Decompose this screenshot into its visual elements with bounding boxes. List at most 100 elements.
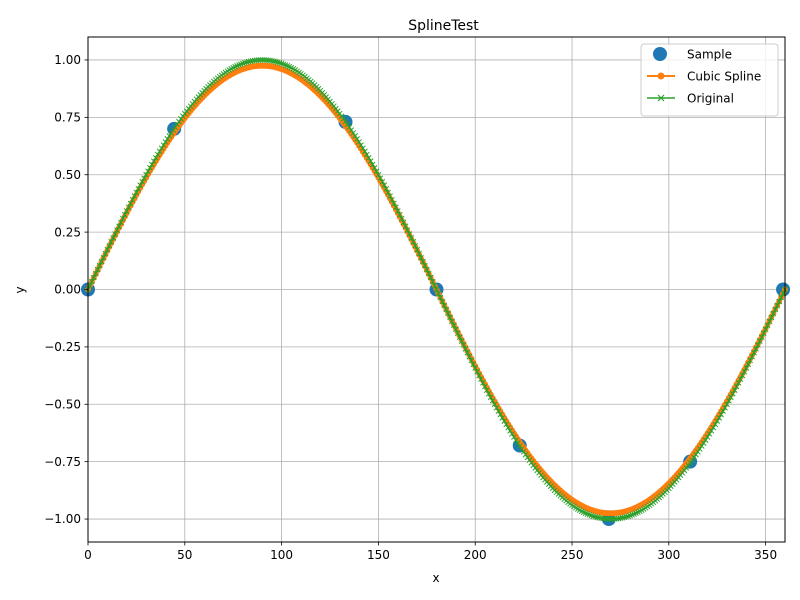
original-marker <box>460 342 467 348</box>
original-marker <box>346 124 353 131</box>
original-marker <box>274 59 281 66</box>
original-marker <box>689 457 695 463</box>
original-marker <box>135 186 142 192</box>
y-tick-label: 0.75 <box>54 111 81 125</box>
x-tick-label: 350 <box>754 548 777 562</box>
original-marker <box>100 254 107 261</box>
original-marker <box>112 231 118 237</box>
original-marker <box>625 513 632 520</box>
ticks: 0 50 100 150 200 250 300 350 −1.00 −0.75 −0.50 −0.2… <box>44 53 777 562</box>
x-tick-label: 50 <box>177 548 192 562</box>
original-marker <box>449 318 455 325</box>
original-marker <box>356 139 362 145</box>
original-marker <box>476 372 482 379</box>
original-marker <box>509 431 515 437</box>
original-marker <box>485 390 492 397</box>
original-marker <box>691 454 697 461</box>
original-marker <box>443 306 450 313</box>
original-marker <box>513 437 519 443</box>
original-marker <box>482 383 488 390</box>
original-marker <box>92 270 99 277</box>
original-marker <box>429 278 436 285</box>
original-marker <box>623 513 630 520</box>
original-marker <box>379 178 386 185</box>
original-marker <box>431 282 438 289</box>
original-marker <box>423 266 430 273</box>
original-marker <box>422 262 428 269</box>
legend-label: Sample <box>687 48 732 62</box>
y-tick-label: −1.00 <box>44 512 81 526</box>
original-marker <box>733 383 740 390</box>
original-marker <box>439 298 446 305</box>
x-tick-label: 100 <box>270 548 293 562</box>
original-marker <box>462 346 469 352</box>
original-marker <box>483 387 490 393</box>
original-marker <box>687 459 693 466</box>
original-marker <box>166 133 173 139</box>
original-marker <box>392 204 399 211</box>
x-tick-label: 300 <box>657 548 680 562</box>
original-marker <box>756 338 763 344</box>
original-marker <box>114 227 120 233</box>
original-marker <box>371 165 378 171</box>
original-marker <box>350 130 357 136</box>
original-marker <box>110 235 117 241</box>
original-marker <box>354 136 360 142</box>
original-marker <box>129 196 136 203</box>
original-marker <box>695 448 701 455</box>
original-marker <box>116 223 122 230</box>
original-marker <box>503 421 510 428</box>
original-marker <box>363 151 370 158</box>
original-marker <box>700 440 707 446</box>
original-marker <box>526 457 533 463</box>
original-marker <box>710 424 717 431</box>
original-marker <box>729 390 736 397</box>
original-marker <box>499 415 506 421</box>
original-marker <box>741 368 748 375</box>
legend: Sample Cubic Spline Original <box>640 43 779 117</box>
original-marker <box>365 154 372 161</box>
original-marker <box>747 357 754 364</box>
original-marker <box>150 158 157 164</box>
original-marker <box>168 130 175 136</box>
original-marker <box>453 326 459 333</box>
original-marker <box>464 349 471 356</box>
original-marker <box>348 127 355 133</box>
original-marker <box>418 254 424 261</box>
original-marker <box>776 298 783 305</box>
x-axis-label: x <box>432 571 439 585</box>
x-tick-label: 200 <box>464 548 487 562</box>
original-marker <box>768 314 775 321</box>
original-marker <box>470 361 477 368</box>
original-marker <box>445 310 451 317</box>
legend-original-marker <box>657 94 665 102</box>
original-marker <box>121 211 128 218</box>
original-marker <box>162 139 169 145</box>
original-marker <box>735 380 742 386</box>
original-marker <box>489 397 496 404</box>
original-marker <box>491 401 498 408</box>
original-marker <box>137 182 144 189</box>
original-marker <box>123 208 130 214</box>
y-tick-label: −0.50 <box>44 397 81 411</box>
x-tick-label: 250 <box>561 548 584 562</box>
original-marker <box>749 353 755 360</box>
original-marker <box>468 357 475 364</box>
original-marker <box>402 223 409 230</box>
original-marker <box>722 404 728 411</box>
original-marker <box>772 306 779 313</box>
original-marker <box>170 127 177 133</box>
original-marker <box>125 204 132 211</box>
original-marker <box>712 421 719 428</box>
plot-frame <box>87 36 786 543</box>
y-tick-label: 0.25 <box>54 225 81 239</box>
original-marker <box>427 274 434 281</box>
original-marker <box>377 175 384 182</box>
legend-label: Cubic Spline <box>687 70 761 84</box>
original-marker <box>511 434 517 440</box>
original-marker <box>119 215 126 222</box>
original-marker <box>404 227 411 233</box>
original-marker <box>406 231 413 237</box>
original-marker <box>718 411 724 418</box>
original-marker <box>760 330 767 337</box>
